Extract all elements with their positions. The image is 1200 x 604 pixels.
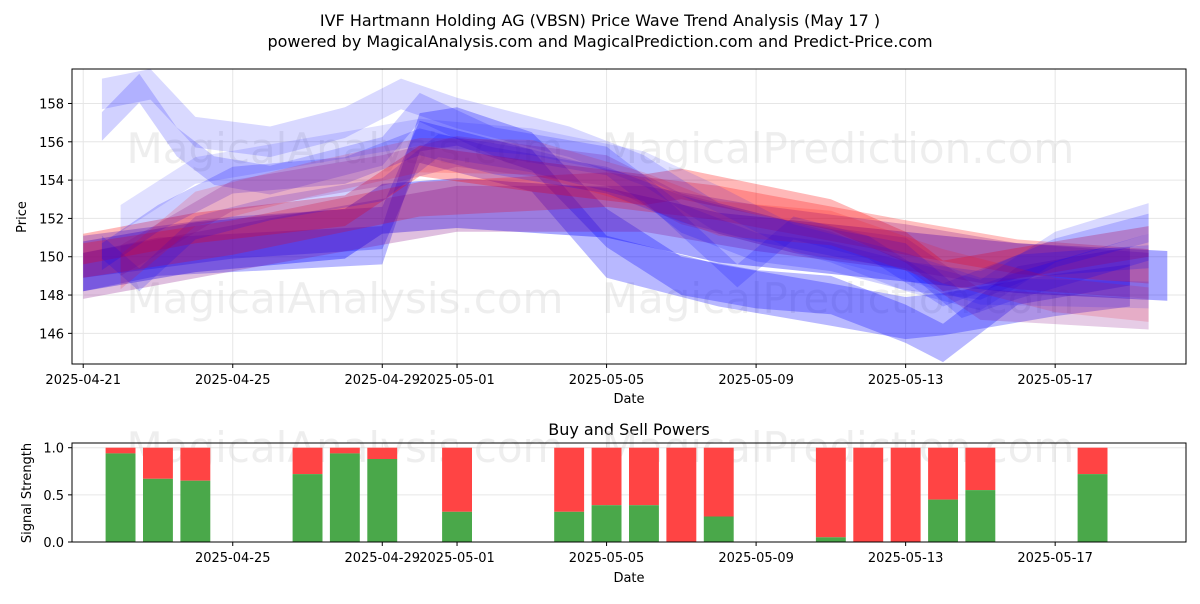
sell-power-bar: [143, 447, 173, 479]
price-wave-band: [83, 178, 1168, 301]
sell-power-bar: [367, 447, 398, 459]
bottom-x-tick-label: 2025-04-25: [195, 551, 271, 566]
sell-power-bar: [815, 447, 846, 538]
bottom-chart-title: Buy and Sell Powers: [548, 420, 710, 439]
top-x-ticks: 2025-04-21 2025-04-25 2025-04-29 2025-05-01…: [45, 364, 1093, 388]
sell-power-bar: [329, 447, 360, 454]
price-wave-band: [83, 120, 1130, 340]
sell-power-bar: [890, 447, 921, 542]
top-x-tick-label: 2025-05-09: [718, 373, 794, 388]
price-wave-band: [120, 138, 1149, 322]
bottom-x-tick-label: 2025-05-09: [718, 551, 794, 566]
top-grid: [72, 69, 1186, 364]
price-wave-band: [101, 73, 1149, 300]
sell-power-bar: [853, 447, 884, 542]
buy-power-bar: [143, 478, 173, 542]
sell-power-bar: [1077, 447, 1108, 475]
buy-power-bar: [928, 499, 958, 542]
sell-power-bar: [965, 447, 996, 491]
top-y-ticks: 146 148 150 152 154 156 158: [39, 97, 72, 342]
bottom-x-ticks: 2025-04-25 2025-04-29 2025-05-01 2025-05-05…: [195, 542, 1093, 566]
bottom-x-tick-label: 2025-05-13: [868, 551, 944, 566]
bottom-x-tick-label: 2025-05-17: [1017, 551, 1093, 566]
top-y-tick-label: 154: [39, 174, 64, 189]
sell-power-bar: [703, 447, 734, 517]
top-x-tick-label: 2025-04-21: [45, 373, 121, 388]
price-wave-band: [101, 128, 1149, 318]
bottom-x-tick-label: 2025-05-05: [569, 551, 645, 566]
buy-power-bar: [180, 480, 211, 542]
top-x-tick-label: 2025-05-17: [1017, 373, 1093, 388]
buy-power-bar: [367, 459, 398, 542]
bottom-y-axis-label: Signal Strength: [20, 443, 35, 543]
buy-power-bar: [1077, 474, 1108, 542]
bottom-plot-frame: [71, 442, 1187, 543]
watermark-mid-left: MagicalAnalysis.com: [127, 274, 564, 323]
buy-power-bar: [965, 490, 996, 542]
bottom-y-tick-label: 1.0: [43, 442, 64, 457]
top-y-tick-label: 150: [39, 251, 64, 266]
buy-power-bar: [815, 537, 846, 542]
signal-bars: [105, 447, 1108, 542]
bottom-x-tick-label: 2025-04-29: [344, 551, 420, 566]
top-x-tick-label: 2025-05-13: [868, 373, 944, 388]
buy-power-bar: [105, 453, 136, 542]
bottom-y-tick-label: 0.0: [43, 536, 64, 551]
buy-power-bar: [703, 516, 734, 542]
top-y-tick-label: 148: [39, 289, 64, 304]
top-y-axis-label: Price: [15, 201, 30, 233]
watermark-top-right: MagicalPrediction.com: [602, 124, 1075, 173]
watermark-mid-right: MagicalPrediction.com: [602, 274, 1075, 323]
price-bands: [83, 69, 1168, 363]
watermark-top-left: MagicalAnalysis.com: [127, 124, 564, 173]
buy-power-bar: [629, 505, 659, 542]
buy-power-bar: [292, 474, 323, 542]
bottom-x-tick-label: 2025-05-01: [419, 551, 495, 566]
sell-power-bar: [105, 447, 136, 454]
buy-power-bar: [554, 511, 585, 542]
price-wave-band: [101, 134, 1149, 307]
price-wave-band: [83, 145, 1149, 292]
buy-power-bar: [329, 453, 360, 542]
top-x-tick-label: 2025-04-25: [195, 373, 271, 388]
chart-subtitle: powered by MagicalAnalysis.com and Magic…: [267, 32, 932, 51]
top-x-tick-label: 2025-05-05: [569, 373, 645, 388]
sell-power-bar: [442, 447, 472, 512]
buy-power-bar: [591, 505, 622, 542]
sell-power-bar: [180, 447, 211, 481]
top-plot-frame: [71, 68, 1187, 365]
top-y-tick-label: 152: [39, 212, 64, 227]
top-x-tick-label: 2025-05-01: [419, 373, 495, 388]
sell-power-bar: [292, 447, 323, 475]
bottom-y-ticks: 0.0 0.5 1.0: [43, 442, 72, 551]
sell-power-bar: [928, 447, 958, 500]
buy-power-bar: [442, 511, 472, 542]
top-x-tick-label: 2025-04-29: [344, 373, 420, 388]
price-wave-band: [120, 118, 1149, 309]
price-wave-band: [83, 107, 1130, 363]
top-y-tick-label: 158: [39, 97, 64, 112]
sell-power-bar: [554, 447, 585, 512]
price-wave-band: [83, 172, 1149, 284]
price-wave-band: [83, 185, 1149, 299]
bottom-y-tick-label: 0.5: [43, 489, 64, 504]
sell-power-bar: [591, 447, 622, 506]
price-wave-band: [120, 136, 1149, 330]
bottom-x-axis-label: Date: [613, 571, 644, 586]
chart-title: IVF Hartmann Holding AG (VBSN) Price Wav…: [320, 11, 880, 30]
top-x-axis-label: Date: [613, 392, 644, 407]
top-y-tick-label: 156: [39, 136, 64, 151]
sell-power-bar: [629, 447, 659, 506]
sell-power-bar: [666, 447, 697, 542]
top-y-tick-label: 146: [39, 327, 64, 342]
